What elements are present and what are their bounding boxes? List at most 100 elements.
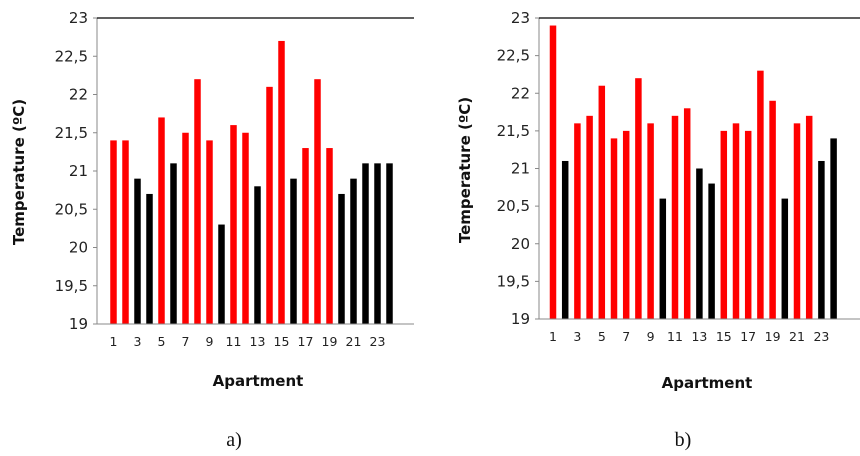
chart-a-caption: a): [226, 429, 242, 451]
chart-b-bar-8: [635, 78, 642, 319]
chart-a-y-tick-label: 20,5: [55, 200, 88, 218]
chart-a-x-ticks: 1 3 5 7 9 11 13 15 17 19 21 23: [110, 334, 386, 349]
chart-b-bar-12: [683, 108, 691, 319]
chart-a-bar-23: [374, 163, 381, 324]
chart-a-bar-5: [158, 117, 165, 324]
chart-a-y-tick-label: 19: [69, 315, 88, 333]
chart-a-bar-19: [326, 148, 333, 324]
chart-b-x-tick-label: 21: [789, 329, 805, 344]
chart-b-x-tick-label: 23: [813, 329, 829, 344]
chart-b-x-tick-label: 1: [549, 329, 557, 344]
chart-a-bar-14: [266, 86, 273, 324]
chart-a-bar-16: [290, 178, 297, 324]
chart-b-x-axis-label: Apartment: [662, 374, 753, 392]
chart-a-x-tick-label: 5: [158, 334, 166, 349]
chart-b-bar-13: [696, 168, 703, 319]
chart-a-bar-13: [254, 186, 261, 324]
chart-b-caption: b): [675, 429, 692, 451]
chart-a-bar-7: [182, 132, 189, 324]
chart-a-x-tick-label: 7: [182, 334, 190, 349]
chart-a-bar-24: [386, 163, 393, 324]
chart-a-x-tick-label: 23: [370, 334, 386, 349]
chart-a-bar-10: [218, 224, 225, 324]
chart-a-bar-18: [314, 79, 321, 324]
chart-b-bar-9: [647, 123, 654, 319]
chart-b-y-tick-label: 20,5: [497, 197, 530, 215]
chart-b-bar-10: [659, 198, 667, 319]
chart-a-bar-1: [110, 140, 117, 324]
chart-b-bar-19: [769, 100, 776, 319]
chart-b-bar-14: [708, 183, 715, 319]
chart-a-x-tick-label: 3: [134, 334, 142, 349]
chart-a-x-tick-label: 1: [110, 334, 118, 349]
chart-b-y-tick-label: 19: [511, 310, 530, 328]
chart-b-y-tick-label: 22,5: [497, 47, 530, 65]
chart-b-x-ticks: 1 3 5 7 9 11 13 15 17 19 21 23: [549, 329, 829, 344]
chart-b-bar-17: [744, 130, 752, 320]
chart-b-bar-7: [622, 130, 630, 320]
chart-a-bar-17: [302, 148, 309, 324]
chart-b-x-tick-label: 7: [622, 329, 630, 344]
chart-b-y-tick-label: 23: [511, 9, 530, 27]
chart-b-x-tick-label: 11: [667, 329, 683, 344]
chart-b-bar-23: [818, 160, 825, 319]
chart-a-bar-20: [338, 193, 345, 324]
chart-b-bar-3: [574, 123, 581, 319]
chart-a-x-tick-label: 19: [322, 334, 338, 349]
chart-a-y-tick-label: 19,5: [55, 277, 88, 295]
chart-a-bar-2: [122, 140, 129, 324]
chart-a-y-tick-label: 22: [69, 86, 88, 104]
chart-b-x-tick-label: 19: [765, 329, 781, 344]
chart-b-y-axis-label: Temperature (ºC): [456, 97, 474, 243]
chart-a-bar-4: [146, 193, 153, 324]
chart-a-y-axis-label: Temperature (ºC): [10, 99, 28, 245]
chart-a-bar-8: [194, 79, 201, 324]
chart-a-x-tick-label: 13: [250, 334, 266, 349]
chart-b-bar-6: [610, 138, 618, 319]
chart-b-bar-11: [671, 115, 679, 319]
chart-a-bar-15: [278, 40, 285, 324]
chart-a-bar-3: [134, 178, 141, 324]
chart-b-bar-18: [757, 70, 764, 319]
chart-b-y-tick-label: 21: [511, 160, 530, 178]
chart-b-bar-20: [781, 198, 789, 319]
chart-b-bar-2: [561, 160, 569, 319]
chart-a-y-tick-label: 21: [69, 162, 88, 180]
chart-b-y-tick-label: 21,5: [497, 122, 530, 140]
chart-a-y-tick-label: 21,5: [55, 124, 88, 142]
chart-b-bar-24: [830, 138, 837, 319]
chart-b-bar-5: [598, 85, 606, 319]
chart-b-bar-4: [586, 115, 593, 319]
chart-a-bar-6: [170, 163, 177, 324]
chart-a-x-tick-label: 17: [298, 334, 314, 349]
chart-a-x-tick-label: 11: [226, 334, 242, 349]
chart-a-x-tick-label: 9: [206, 334, 214, 349]
chart-b-x-tick-label: 17: [740, 329, 756, 344]
chart-b-bar-21: [793, 123, 801, 319]
chart-a-y-tick-label: 20: [69, 239, 88, 257]
chart-a-bar-12: [242, 132, 249, 324]
chart-a-bars: [110, 40, 393, 324]
chart-b-x-tick-label: 15: [716, 329, 732, 344]
chart-b-bar-16: [732, 123, 740, 319]
chart-a-y-ticks: 19 19,5 20 20,5 21 21,5 22 22,5 23: [55, 9, 97, 333]
chart-a-x-tick-label: 21: [346, 334, 362, 349]
chart-b-x-tick-label: 9: [647, 329, 655, 344]
chart-b-x-tick-label: 3: [573, 329, 581, 344]
chart-b-y-tick-label: 22: [511, 84, 530, 102]
chart-b-bar-1: [549, 25, 557, 320]
chart-b-bar-15: [720, 130, 728, 320]
chart-b-x-tick-label: 13: [691, 329, 707, 344]
chart-a-x-axis-label: Apartment: [213, 372, 304, 390]
chart-a-bar-11: [230, 125, 237, 324]
chart-b-bar-22: [805, 115, 813, 319]
chart-b-x-tick-label: 5: [598, 329, 606, 344]
chart-a-y-tick-label: 22,5: [55, 47, 88, 65]
chart-a-y-tick-label: 23: [69, 9, 88, 27]
chart-a-x-tick-label: 15: [274, 334, 290, 349]
chart-a-bar-9: [206, 140, 213, 324]
chart-b-y-ticks: 19 19,5 20 20,5 21 21,5 22 22,5 23: [497, 9, 539, 328]
chart-a-bar-22: [362, 163, 369, 324]
